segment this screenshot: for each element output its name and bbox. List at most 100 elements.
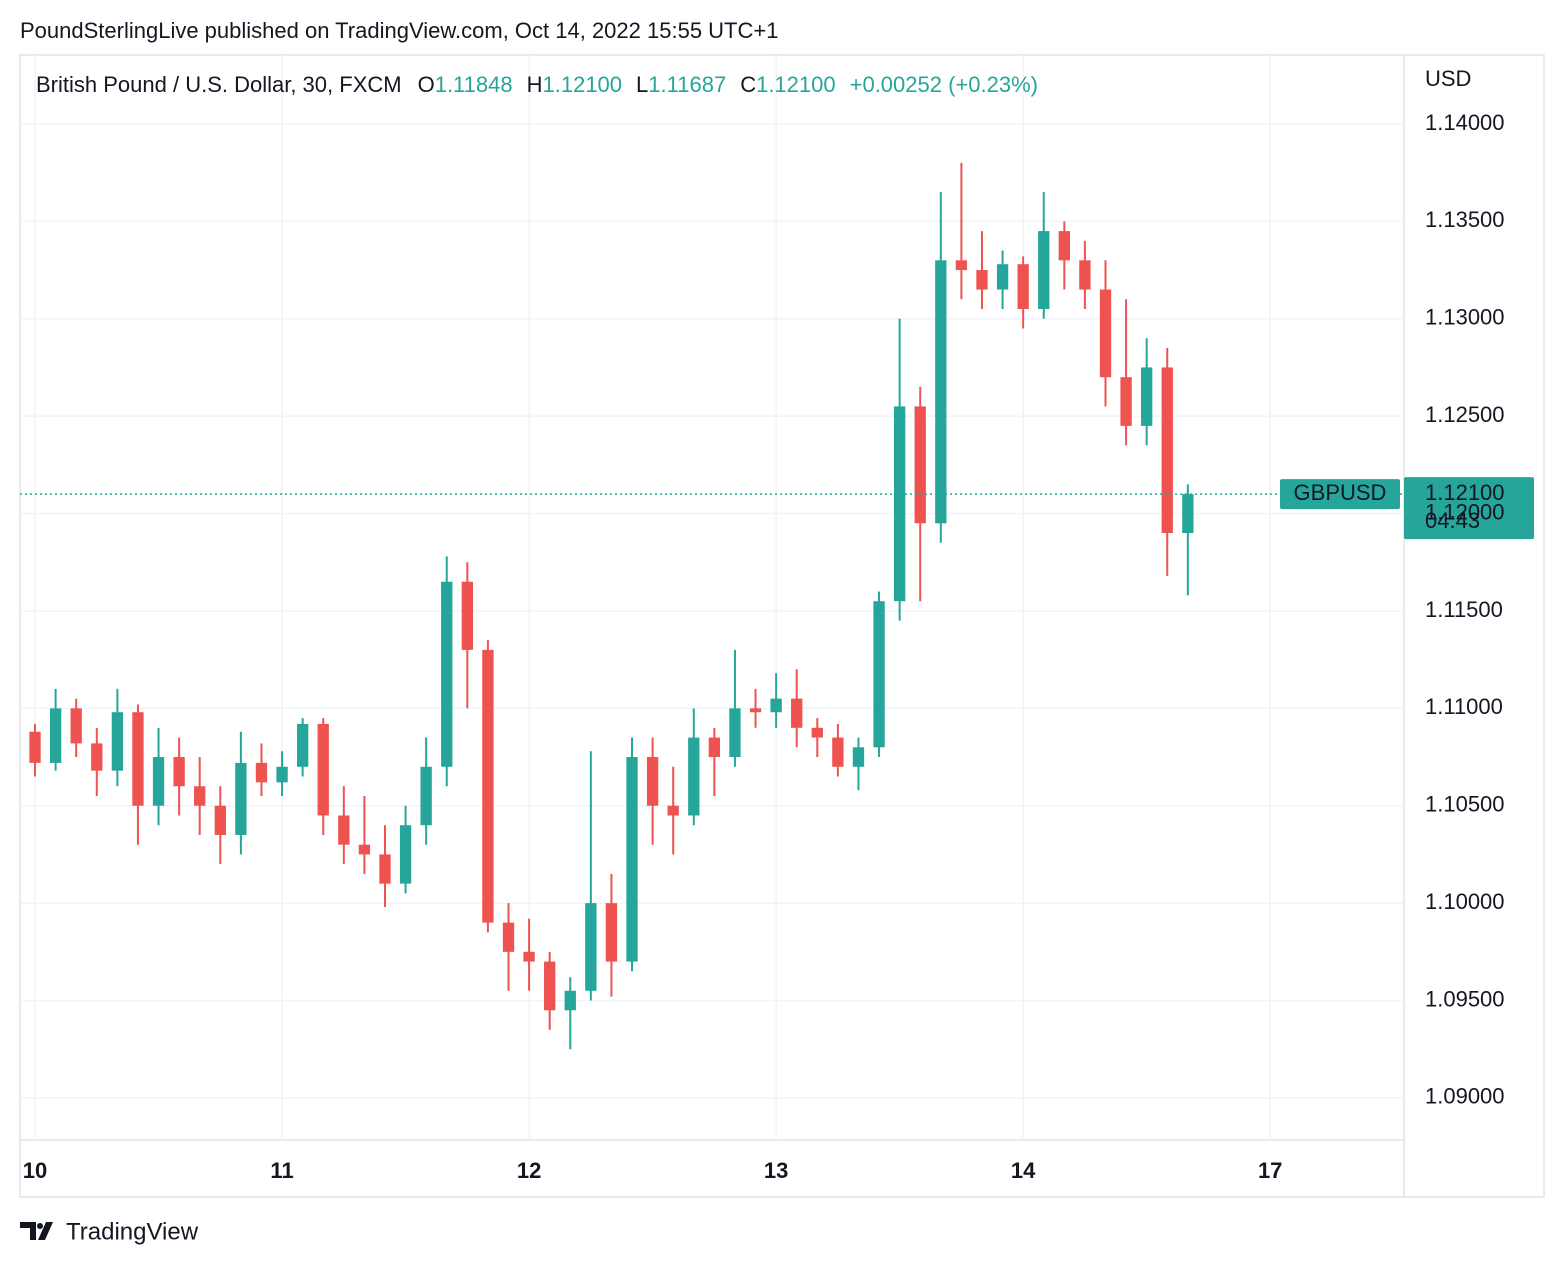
candle-body [276,766,288,783]
candle-body [152,757,165,806]
candle-body [255,762,268,783]
ohlc-key: O [418,72,435,97]
candle-body [749,708,762,713]
candle-body [1017,264,1029,310]
attribution: PoundSterlingLive published on TradingVi… [20,18,778,43]
candle-body [646,757,659,806]
y-tick-label: 1.10500 [1425,792,1505,817]
y-tick-label: 1.11500 [1425,597,1503,622]
x-tick-label: 12 [517,1158,541,1183]
ohlc-value: 1.11687 [648,72,726,97]
header-title: British Pound / U.S. Dollar, 30, FXCM [36,72,402,97]
y-unit: USD [1425,66,1471,91]
x-tick-label: 17 [1258,1158,1282,1183]
ohlc-key: C [740,72,756,97]
candle-body [996,264,1009,290]
ohlc-key: H [527,72,543,97]
candle-body [1141,367,1153,426]
brand: TradingView [20,1218,199,1245]
y-tick-label: 1.12000 [1425,499,1505,524]
candle-body [482,649,494,923]
candle-body [132,712,144,806]
candle-body [296,723,309,767]
candle-body [358,844,371,855]
candle-body [461,581,473,650]
brand-logo [20,1222,53,1240]
symbol-badge [1280,479,1400,510]
candle-body [667,805,679,816]
y-tick-label: 1.13000 [1425,305,1505,330]
candle-body [173,757,185,787]
candle-body [420,766,432,826]
candle-body [976,270,988,290]
brand-logo-dot [37,1223,43,1229]
candle-body [914,406,926,524]
candle-body [852,747,865,767]
candle-body [605,903,618,962]
countdown: 04:43 [1425,508,1480,533]
y-tick-label: 1.09500 [1425,986,1505,1011]
candle-body [832,737,844,767]
candle-body [873,601,885,748]
candle-body [935,260,947,524]
y-tick-label: 1.11000 [1425,694,1503,719]
candle-body [379,854,391,884]
y-tick-label: 1.13500 [1425,207,1505,232]
candle-body [544,961,556,1011]
candle-body [111,712,124,771]
candle-body [502,922,515,952]
candle-body [770,698,782,713]
candle-body [688,737,700,816]
x-tick-label: 11 [270,1158,293,1183]
candle-body [214,805,226,835]
symbol-label: GBPUSD [1294,480,1387,505]
candle-body [893,406,906,602]
brand-name: TradingView [66,1218,199,1245]
ohlc-value: 1.12100 [543,72,623,97]
grid [20,55,1404,1140]
chart-header: British Pound / U.S. Dollar, 30, FXCM O1.… [36,72,1038,97]
candle-body [1120,377,1132,426]
candle-body [1038,231,1050,310]
ohlc-value: 1.12100 [756,72,836,97]
candle-body [317,723,329,816]
candle-body [338,815,350,845]
candle-body [70,708,82,744]
ohlc-value: 1.11848 [435,72,513,97]
candle-body [523,951,535,962]
candle-body [585,903,597,991]
y-tick-label: 1.09000 [1425,1084,1505,1109]
last-price-label: 1.12100 [1425,480,1505,505]
ohlc-key: L [636,72,648,97]
candle-body [564,990,576,1011]
candle-body [91,743,103,771]
candle-body [49,708,62,763]
candle-body [626,757,638,962]
x-tick-label: 10 [23,1158,47,1183]
last-price-badge [1404,477,1534,540]
candle-body [791,698,803,728]
candle-body [1161,367,1173,534]
candle-body [235,762,247,835]
candle-body [441,581,453,767]
candle-body [1079,260,1091,290]
chart-frame [19,54,1545,1198]
candle-body [1099,289,1112,378]
candles [29,162,1194,1050]
candle-body [29,731,41,763]
x-tick-label: 14 [1011,1158,1036,1183]
candle-body [1182,494,1194,534]
y-tick-label: 1.10000 [1425,889,1505,914]
candle-body [1058,231,1070,261]
overlay: GBPUSD 1.12100 04:43 [20,477,1534,540]
change: +0.00252 (+0.23%) [850,72,1038,97]
candle-body [399,825,412,884]
x-tick-label: 13 [764,1158,788,1183]
candle-body [194,786,206,806]
y-tick-label: 1.14000 [1425,110,1505,135]
candle-body [708,737,721,758]
candle-body [729,708,741,758]
y-tick-label: 1.12500 [1425,402,1505,427]
candle-body [955,260,968,271]
